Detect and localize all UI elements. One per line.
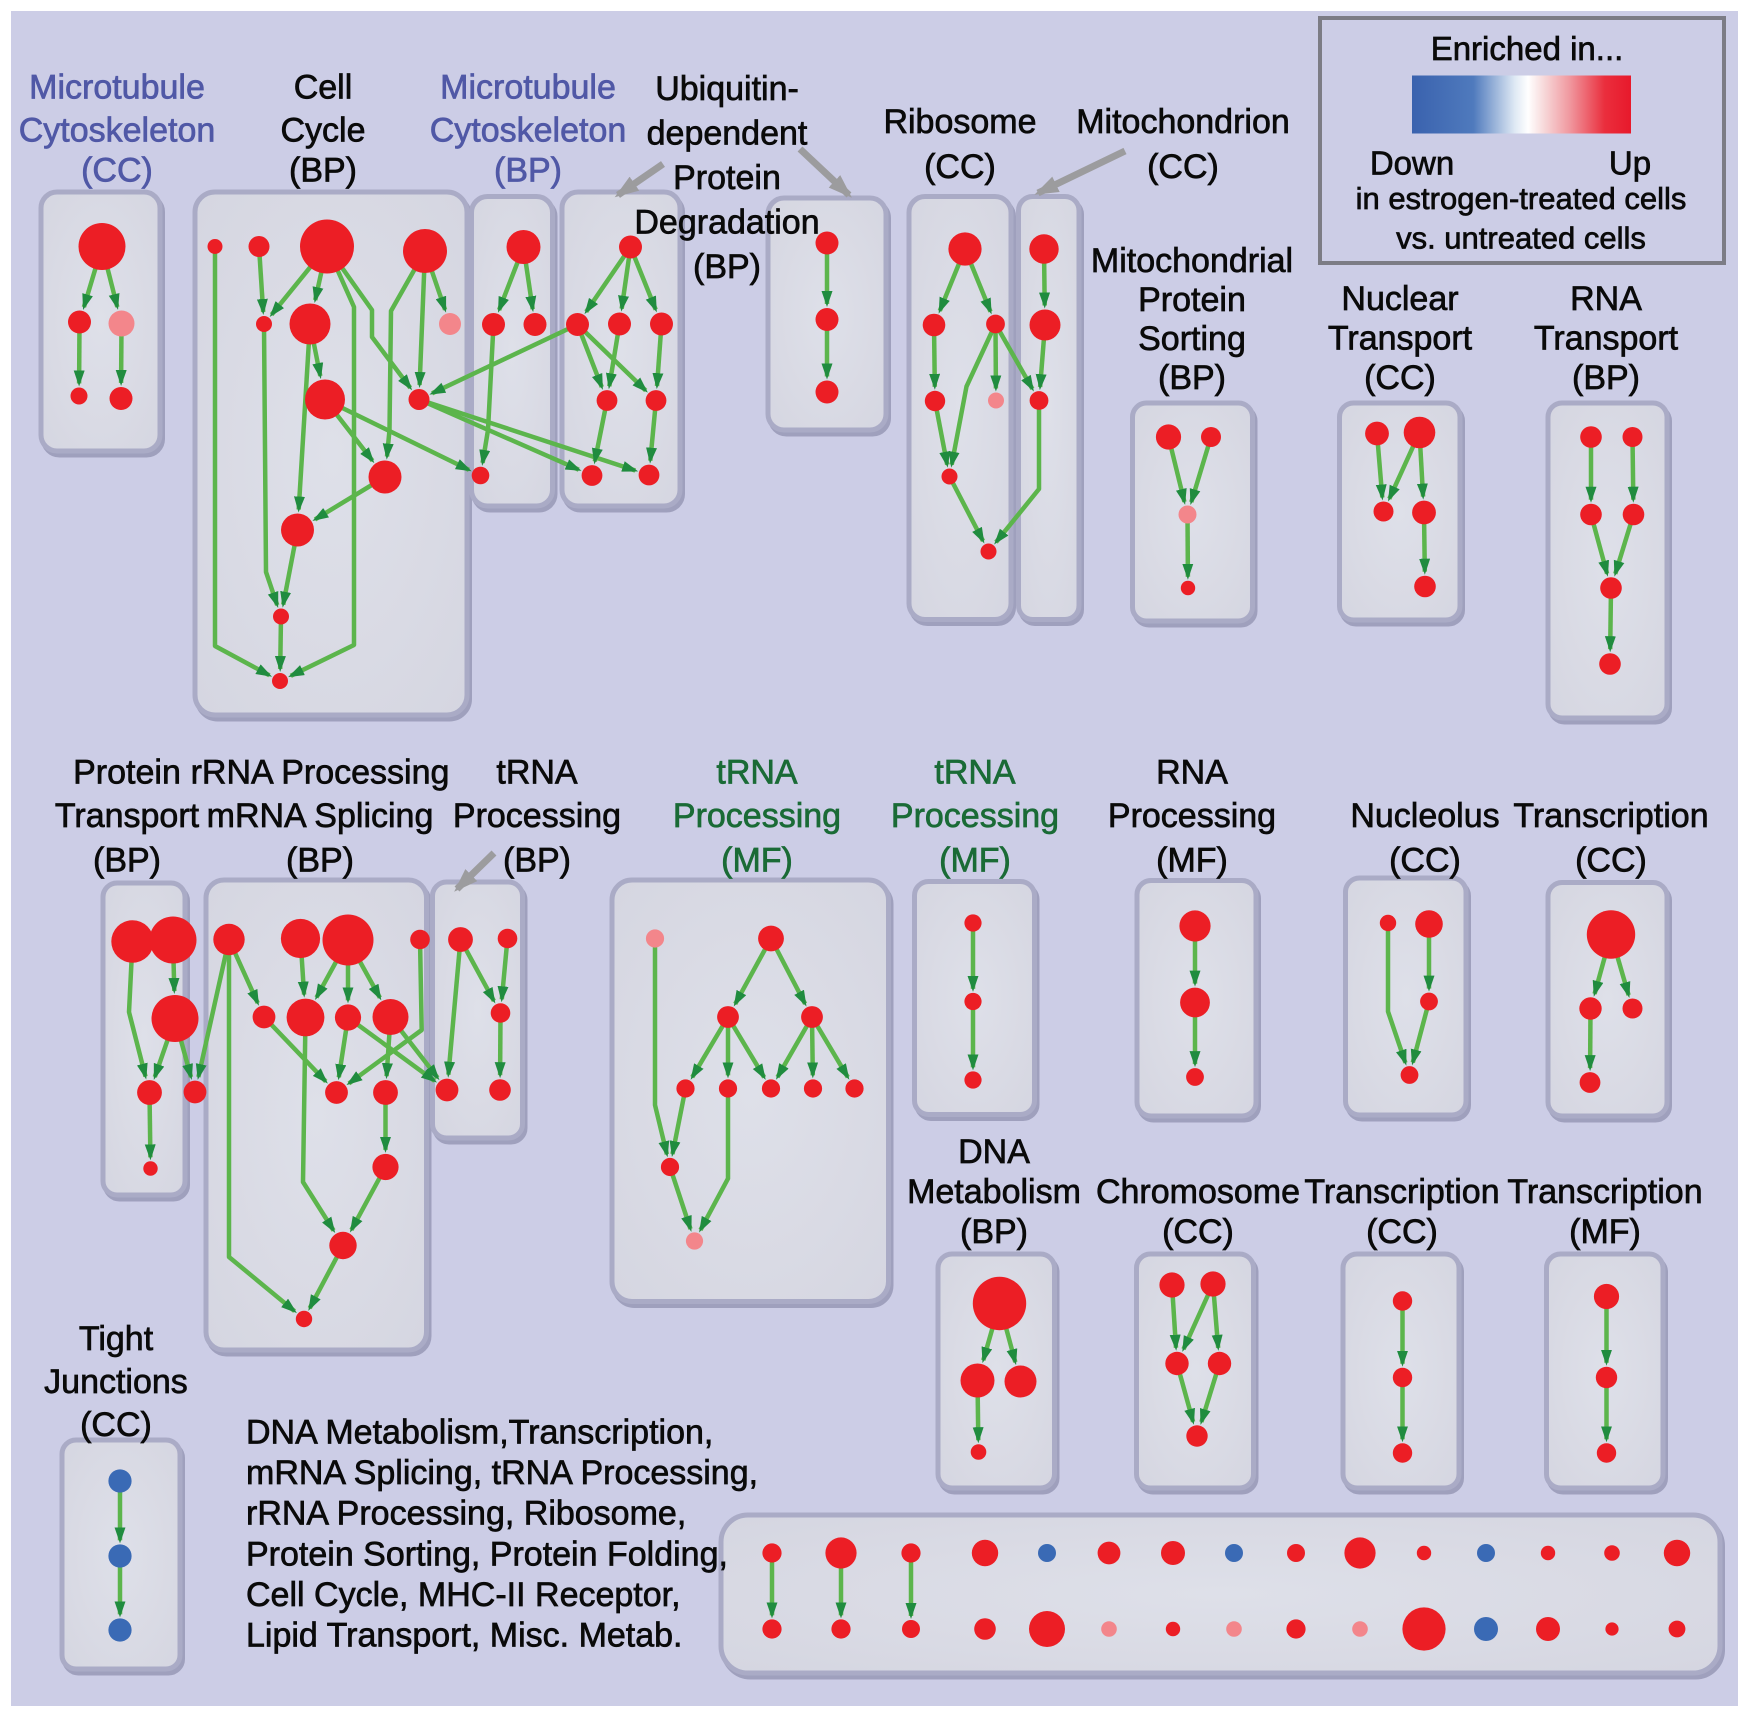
svg-text:Cycle: Cycle [280,112,365,150]
svg-text:(CC): (CC) [924,148,996,186]
svg-text:Metabolism: Metabolism [907,1173,1081,1211]
svg-text:vs. untreated cells: vs. untreated cells [1396,221,1646,256]
svg-text:(MF): (MF) [1156,842,1228,880]
svg-text:(CC): (CC) [1389,842,1461,880]
svg-text:Tight: Tight [79,1320,154,1358]
svg-text:Protein: Protein [673,159,781,197]
svg-text:(BP): (BP) [289,152,357,190]
svg-text:(BP): (BP) [503,842,571,880]
svg-text:Junctions: Junctions [44,1363,188,1401]
svg-text:(CC): (CC) [1366,1213,1438,1251]
svg-text:tRNA: tRNA [716,754,798,792]
svg-text:Transcription: Transcription [1507,1173,1702,1211]
svg-text:Cytoskeleton: Cytoskeleton [430,112,627,150]
svg-text:(BP): (BP) [93,842,161,880]
svg-text:Transcription: Transcription [1304,1173,1499,1211]
svg-text:(CC): (CC) [81,152,153,190]
svg-text:tRNA: tRNA [496,754,578,792]
svg-text:(BP): (BP) [1572,359,1640,397]
svg-text:Microtubule: Microtubule [29,69,205,107]
svg-text:DNA: DNA [958,1133,1030,1171]
svg-text:Protein: Protein [1138,281,1246,319]
svg-text:Processing: Processing [891,797,1059,835]
svg-text:Cell Cycle, MHC-II Receptor,: Cell Cycle, MHC-II Receptor, [246,1576,681,1614]
svg-text:Transport: Transport [1328,320,1473,358]
svg-text:(BP): (BP) [494,152,562,190]
svg-text:Processing: Processing [453,797,621,835]
svg-text:Transport: Transport [1534,320,1679,358]
svg-text:RNA: RNA [1570,280,1642,318]
svg-text:Ubiquitin-: Ubiquitin- [655,70,799,108]
svg-text:Cytoskeleton: Cytoskeleton [19,112,216,150]
svg-text:Cell: Cell [294,69,353,107]
svg-text:RNA: RNA [1156,754,1228,792]
svg-text:rRNA Processing: rRNA Processing [191,754,450,792]
svg-text:Processing: Processing [673,797,841,835]
svg-text:(MF): (MF) [1569,1213,1641,1251]
svg-text:Nuclear: Nuclear [1341,280,1458,318]
svg-text:Transport: Transport [55,797,200,835]
svg-text:Chromosome: Chromosome [1096,1173,1300,1211]
svg-text:(CC): (CC) [1162,1213,1234,1251]
svg-text:Nucleolus: Nucleolus [1350,797,1499,835]
svg-text:Microtubule: Microtubule [440,69,616,107]
svg-text:(MF): (MF) [721,842,793,880]
svg-text:Down: Down [1370,145,1454,182]
svg-text:tRNA: tRNA [934,754,1016,792]
svg-text:Mitochondrial: Mitochondrial [1091,242,1293,280]
svg-text:(BP): (BP) [1158,359,1226,397]
svg-text:(CC): (CC) [80,1406,152,1444]
svg-text:rRNA Processing, Ribosome,: rRNA Processing, Ribosome, [246,1495,686,1533]
svg-text:Enriched in...: Enriched in... [1431,30,1624,67]
svg-text:DNA Metabolism,Transcription,: DNA Metabolism,Transcription, [246,1414,713,1452]
svg-text:Sorting: Sorting [1138,320,1246,358]
svg-text:(BP): (BP) [960,1213,1028,1251]
svg-text:Lipid Transport, Misc. Metab.: Lipid Transport, Misc. Metab. [246,1617,683,1655]
svg-text:Up: Up [1609,145,1651,182]
svg-text:Ribosome: Ribosome [883,103,1036,141]
svg-text:in estrogen-treated cells: in estrogen-treated cells [1356,181,1687,216]
svg-text:dependent: dependent [647,115,808,153]
svg-text:Degradation: Degradation [634,204,819,242]
svg-text:(BP): (BP) [286,842,354,880]
svg-text:Processing: Processing [1108,797,1276,835]
svg-text:(MF): (MF) [939,842,1011,880]
svg-text:(BP): (BP) [693,248,761,286]
svg-text:(CC): (CC) [1575,842,1647,880]
svg-text:mRNA Splicing: mRNA Splicing [207,797,434,835]
svg-text:Protein: Protein [73,754,181,792]
svg-text:mRNA Splicing, tRNA Processing: mRNA Splicing, tRNA Processing, [246,1454,758,1492]
svg-text:Protein Sorting, Protein Foldi: Protein Sorting, Protein Folding, [246,1535,728,1573]
svg-text:(CC): (CC) [1364,359,1436,397]
svg-text:Transcription: Transcription [1513,797,1708,835]
svg-text:Mitochondrion: Mitochondrion [1076,103,1290,141]
svg-text:(CC): (CC) [1147,148,1219,186]
